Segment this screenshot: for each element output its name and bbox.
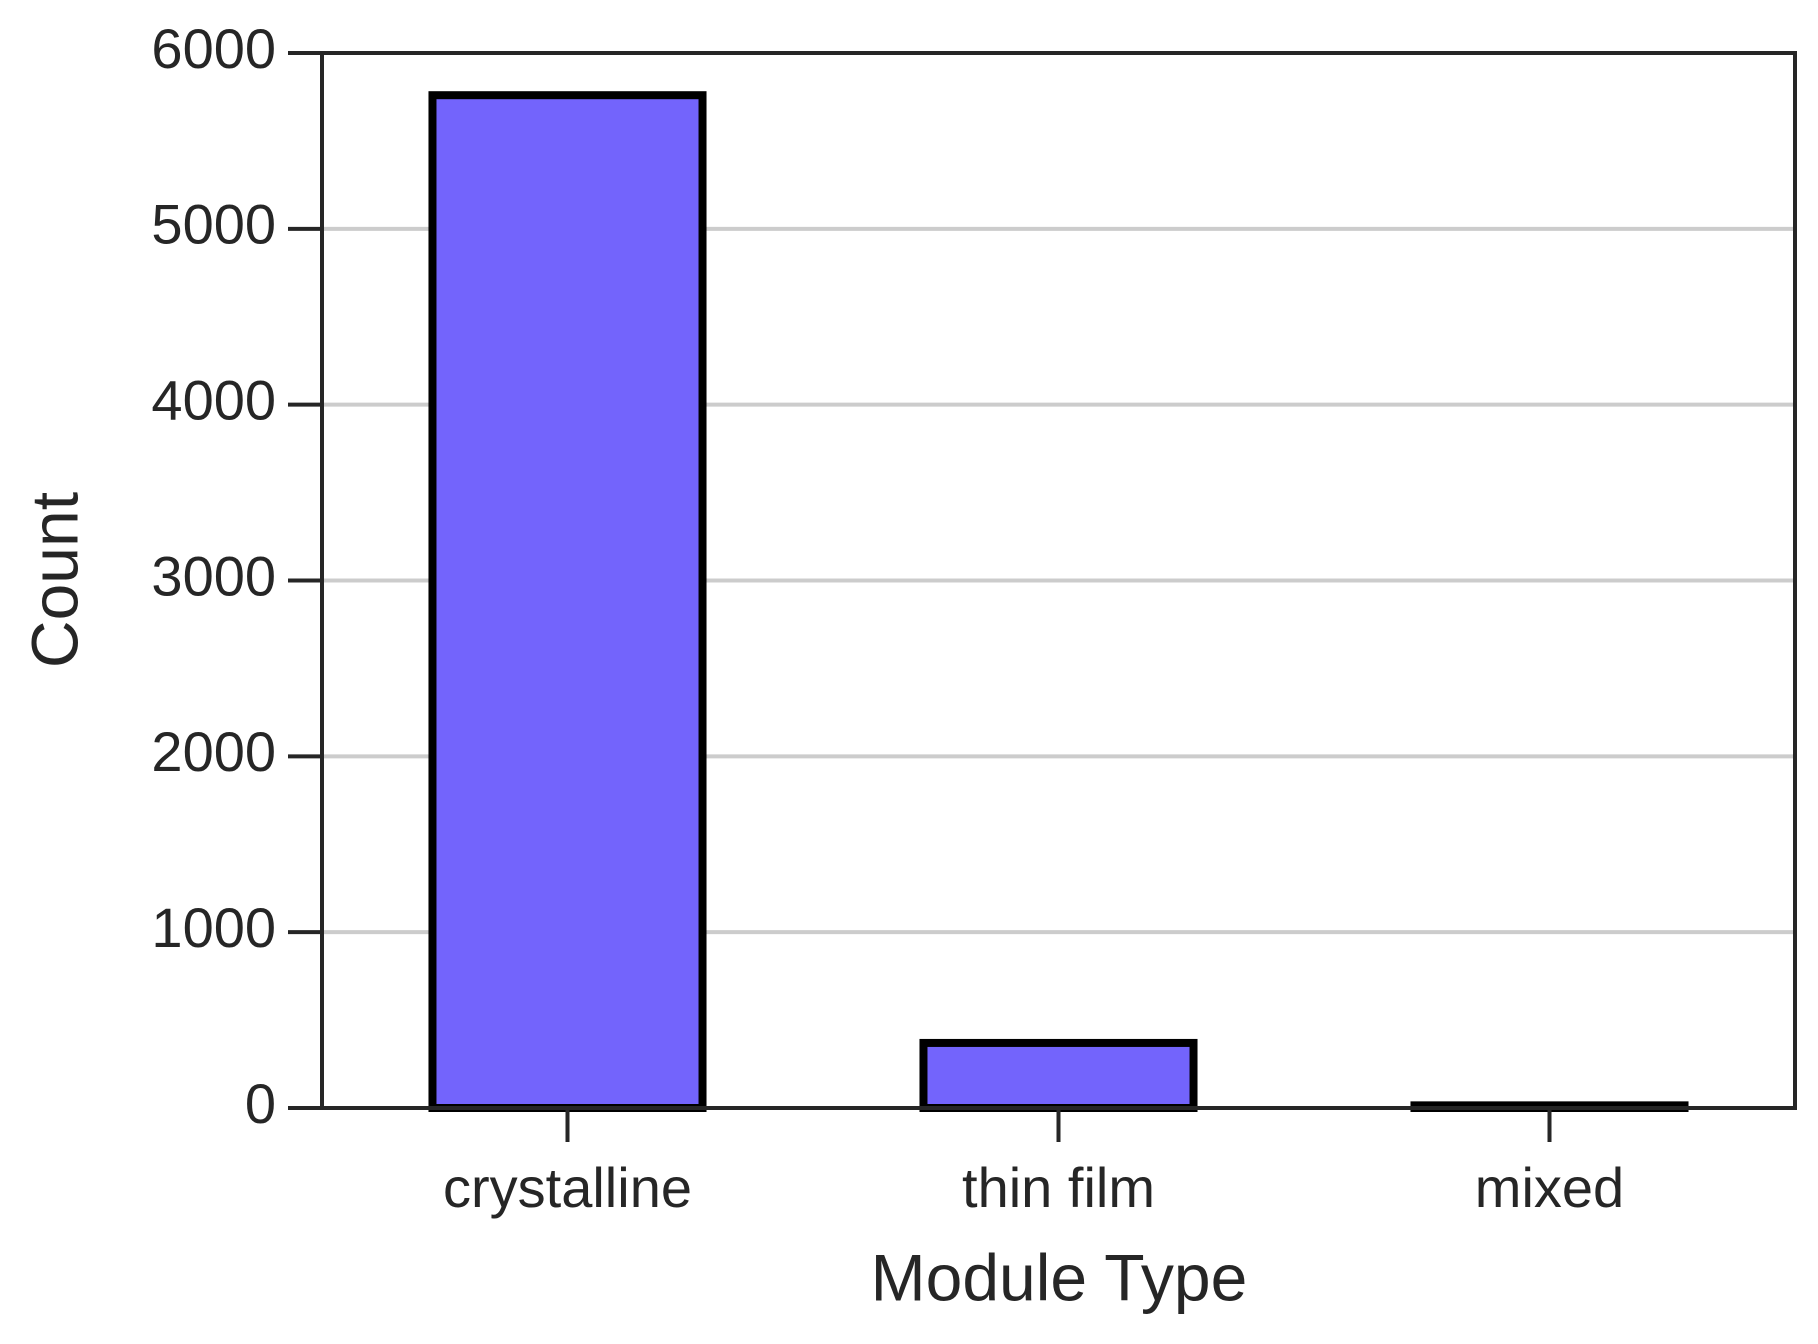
y-tick-label: 1000: [151, 896, 276, 959]
y-tick-label: 6000: [151, 17, 276, 80]
y-tick-label: 0: [245, 1072, 276, 1135]
y-tick-label: 4000: [151, 368, 276, 431]
y-tick-label: 2000: [151, 720, 276, 783]
x-axis-label: Module Type: [871, 1240, 1248, 1314]
bar: [919, 1038, 1198, 1112]
x-tick-label: mixed: [1475, 1156, 1624, 1219]
y-tick-label: 3000: [151, 544, 276, 607]
y-tick-label: 5000: [151, 193, 276, 256]
y-axis-label: Count: [17, 492, 91, 668]
bar: [428, 91, 707, 1112]
bars: [428, 91, 1689, 1113]
x-tick-label: thin film: [962, 1156, 1155, 1219]
x-tick-label: crystalline: [443, 1156, 692, 1219]
